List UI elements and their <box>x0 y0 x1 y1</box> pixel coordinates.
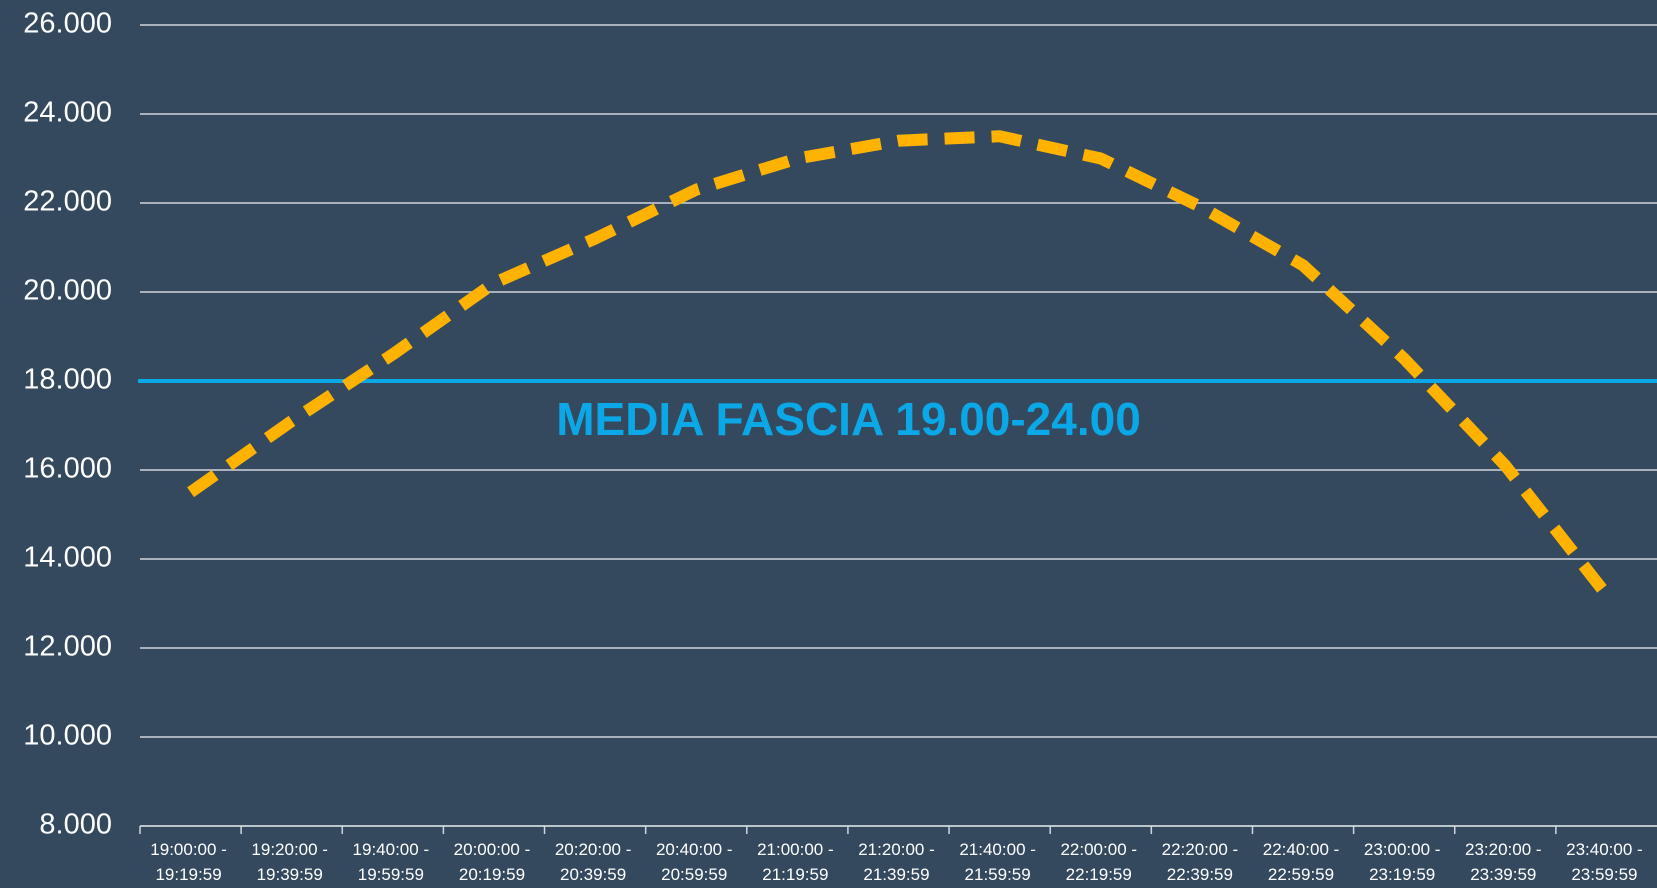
x-tick-label: 23:20:00 - 23:39:59 <box>1465 840 1542 884</box>
x-tick-label: 21:00:00 - 21:19:59 <box>757 840 834 884</box>
x-tick-label: 23:00:00 - 23:19:59 <box>1363 840 1441 884</box>
x-tick-label: 22:40:00 - 22:59:59 <box>1262 840 1340 884</box>
x-tick-label: 20:40:00 - 20:59:59 <box>655 840 733 884</box>
x-tick-label: 19:00:00 - 19:19:59 <box>150 840 227 884</box>
y-tick-label: 16.000 <box>23 453 112 485</box>
y-tick-label: 8.000 <box>39 809 112 841</box>
x-tick-label: 19:40:00 - 19:59:59 <box>352 840 430 884</box>
y-tick-label: 26.000 <box>23 8 112 40</box>
x-tick-label: 22:00:00 - 22:19:59 <box>1060 840 1138 884</box>
x-tick-label: 19:20:00 - 19:39:59 <box>251 840 328 884</box>
y-tick-label: 10.000 <box>23 720 112 752</box>
y-tick-label: 24.000 <box>23 97 112 129</box>
data-line <box>187 130 1612 599</box>
reference-label: MEDIA FASCIA 19.00-24.00 <box>556 393 1141 445</box>
y-tick-label: 12.000 <box>23 631 112 663</box>
x-tick-label: 20:00:00 - 20:19:59 <box>453 840 531 884</box>
y-tick-label: 22.000 <box>23 186 112 218</box>
x-tick-label: 23:40:00 - 23:59:59 <box>1566 840 1643 884</box>
y-tick-label: 20.000 <box>23 275 112 307</box>
y-tick-label: 18.000 <box>23 364 112 396</box>
x-tick-label: 20:20:00 - 20:39:59 <box>554 840 632 884</box>
x-tick-label: 21:40:00 - 21:59:59 <box>959 840 1036 884</box>
x-tick-label: 22:20:00 - 22:39:59 <box>1161 840 1239 884</box>
x-tick-label: 21:20:00 - 21:39:59 <box>858 840 935 884</box>
y-tick-label: 14.000 <box>23 542 112 574</box>
